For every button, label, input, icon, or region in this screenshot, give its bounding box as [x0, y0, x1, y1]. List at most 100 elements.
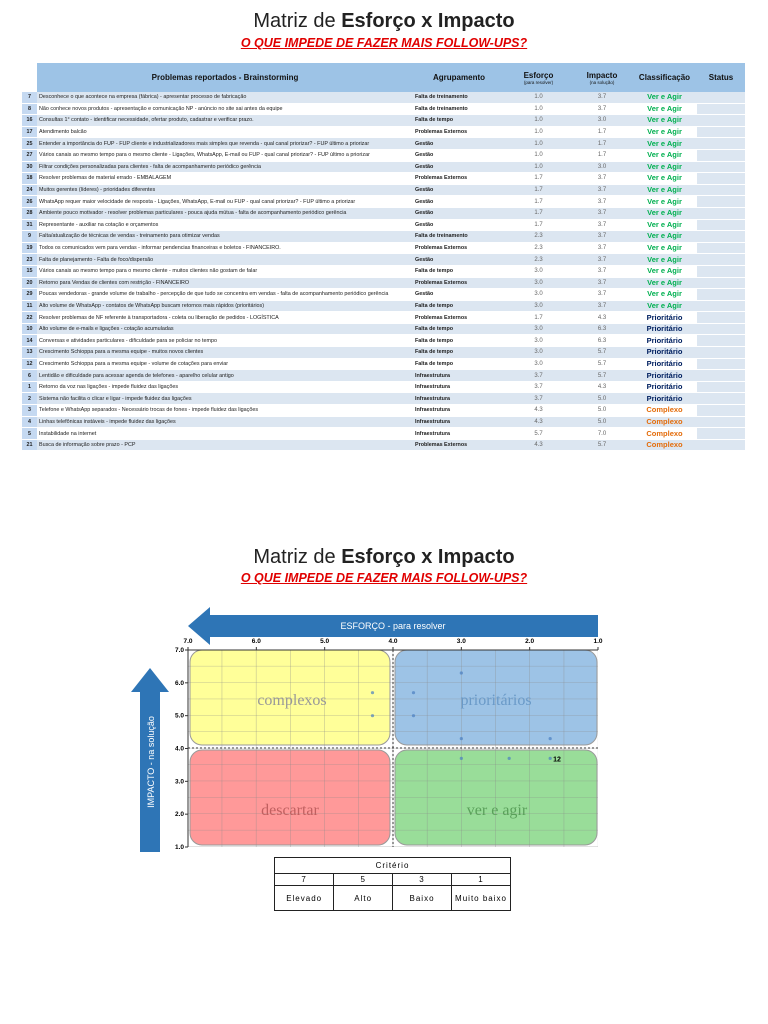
effort: 3.0: [505, 300, 572, 313]
x-tick-label: 5.0: [320, 638, 329, 645]
group: Falta de tempo: [413, 323, 505, 336]
problem: Desconhece o que acontece na empresa (fá…: [37, 92, 413, 104]
quadrant-label: prioritários: [460, 692, 531, 709]
effort-note: (para resolver): [523, 79, 554, 85]
problem: Falta/atualização de técnicas de vendas …: [37, 230, 413, 243]
status: [697, 416, 745, 429]
row-id: 30: [22, 161, 37, 174]
status: [697, 265, 745, 278]
group-header: Agrupamento: [413, 63, 505, 92]
status: [697, 184, 745, 197]
effort: 1.7: [505, 219, 572, 232]
effort: 1.0: [505, 103, 572, 116]
status: [697, 392, 745, 406]
status: [697, 253, 745, 266]
table-row: 29 Poucas vendedoras - grande volume de t…: [22, 288, 745, 301]
row-id: 19: [22, 242, 37, 255]
row-id: 10: [22, 323, 37, 336]
effort: 4.3: [505, 439, 572, 452]
effort: 3.0: [505, 323, 572, 336]
criteria-title: Critério: [274, 857, 511, 874]
effort: 1.0: [505, 137, 572, 150]
group: Problemas Externos: [413, 126, 505, 139]
matrix-title-prefix: Matriz de: [253, 546, 342, 568]
criteria-label: Muito baixo: [451, 885, 511, 911]
table-row: 8 Não conhece novos produtos - apresentaç…: [22, 103, 745, 116]
impact: 5.0: [572, 416, 632, 429]
problem: Representante - auxiliar na cotação e or…: [37, 219, 413, 232]
table-row: 22 Resolver problemas de NF referente à t…: [22, 311, 745, 324]
problem: Busca de informação sobre prazo - PCP: [37, 439, 413, 452]
table-row: 18 Resolver problemas de material errado …: [22, 172, 745, 185]
status: [697, 334, 745, 348]
effort: 3.0: [505, 334, 572, 348]
point: [459, 671, 463, 675]
group: Problemas Externos: [413, 277, 505, 290]
group: Gestão: [413, 253, 505, 266]
y-axis-label: IMPACTO - na solução: [146, 716, 156, 808]
table-row: 14 Conversas e atividades particulares - …: [22, 334, 745, 348]
effort: 1.0: [505, 161, 572, 174]
impact: 5.7: [572, 346, 632, 359]
effort: 1.0: [505, 114, 572, 127]
table-row: 11 Alto volume de WhatsApp - contatos de …: [22, 300, 745, 313]
table-row: 1 Retorno da voz nas ligações - impede fl…: [22, 381, 745, 394]
point: [459, 737, 463, 741]
status: [697, 172, 745, 185]
problem: Retorno da voz nas ligações - impede flu…: [37, 381, 413, 394]
row-id: 18: [22, 172, 37, 185]
table-row: 10 Alto volume de e-mails e ligações - co…: [22, 323, 745, 336]
row-id: 22: [22, 311, 37, 324]
classification: Ver e Agir: [632, 253, 697, 266]
matrix-title-bold: Esforço x Impacto: [341, 546, 515, 568]
criteria-score: 7: [273, 873, 335, 886]
point: [507, 756, 511, 760]
group: Falta de tempo: [413, 300, 505, 313]
title-prefix: Matriz de: [253, 10, 342, 32]
impact: 3.7: [572, 277, 632, 290]
classification: Ver e Agir: [632, 137, 697, 150]
status: [697, 149, 745, 162]
group: Gestão: [413, 207, 505, 220]
group: Falta de treinamento: [413, 103, 505, 116]
classification: Prioritário: [632, 369, 697, 382]
x-tick-label: 1.0: [593, 638, 602, 645]
impact: 1.7: [572, 126, 632, 139]
classification: Prioritário: [632, 334, 697, 348]
problem: Lentidão e dificuldade para acessar agen…: [37, 369, 413, 382]
problem: Poucas vendedoras - grande volume de tra…: [37, 288, 413, 301]
row-id: 12: [22, 358, 37, 371]
effort: 1.0: [505, 92, 572, 104]
group: Falta de tempo: [413, 334, 505, 348]
classification: Complexo: [632, 427, 697, 440]
status: [697, 195, 745, 208]
effort: 2.3: [505, 230, 572, 243]
effort: 3.0: [505, 346, 572, 359]
classification: Complexo: [632, 404, 697, 417]
problem: Alto volume de WhatsApp - contatos de Wh…: [37, 300, 413, 313]
table-row: 21 Busca de informação sobre prazo - PCP P…: [22, 439, 745, 452]
table-row: 30 Filtrar condições personalizadas para …: [22, 161, 745, 174]
point: [459, 756, 463, 760]
status: [697, 288, 745, 301]
effort-title: Esforço: [523, 70, 554, 80]
problem-header: Problemas reportados - Brainstorming: [37, 63, 413, 92]
table-row: 28 Ambiente pouco motivador - resolver pr…: [22, 207, 745, 220]
group: Falta de tempo: [413, 358, 505, 371]
effort: 1.7: [505, 311, 572, 324]
subtitle: O QUE IMPEDE DE FAZER MAIS FOLLOW-UPS?: [240, 36, 528, 50]
classification: Ver e Agir: [632, 242, 697, 255]
effort: 1.7: [505, 195, 572, 208]
point: [411, 714, 416, 718]
group: Gestão: [413, 161, 505, 174]
y-tick-label: 5.0: [175, 713, 184, 720]
classification: Ver e Agir: [632, 207, 697, 220]
problem: Resolver problemas de material errado - …: [37, 172, 413, 185]
row-id: 26: [22, 195, 37, 208]
row-id: 7: [22, 92, 37, 104]
status: [697, 114, 745, 127]
classification: Ver e Agir: [632, 300, 697, 313]
effort: 4.3: [505, 404, 572, 417]
table-row: 19 Todos os comunicados vem para vendas -…: [22, 242, 745, 255]
